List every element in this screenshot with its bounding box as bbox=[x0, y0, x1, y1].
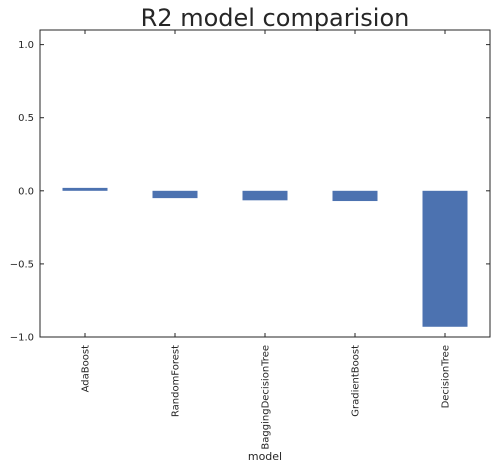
bar-adaboost bbox=[62, 187, 108, 191]
bar-decisiontree bbox=[422, 190, 468, 327]
y-axis: 1.0 0.5 0.0 −0.5 −1.0 bbox=[10, 40, 490, 344]
x-axis-label: model bbox=[248, 450, 282, 463]
bar-series bbox=[62, 187, 468, 327]
bar-randomforest bbox=[152, 190, 198, 199]
x-tick-label: RandomForest bbox=[171, 345, 182, 417]
x-tick-label: AdaBoost bbox=[81, 345, 92, 392]
y-tick-label: 1.0 bbox=[18, 40, 34, 51]
x-axis: AdaBoost RandomForest BaggingDecisionTree G… bbox=[81, 30, 452, 450]
bar-gradientboost bbox=[332, 190, 378, 202]
chart-title: R2 model comparision bbox=[141, 4, 410, 32]
x-tick-label: DecisionTree bbox=[441, 345, 452, 408]
x-tick-label: BaggingDecisionTree bbox=[261, 345, 272, 450]
y-tick-label: 0.5 bbox=[18, 113, 34, 124]
y-tick-label: −0.5 bbox=[10, 259, 34, 270]
y-tick-label: −1.0 bbox=[10, 333, 34, 344]
y-tick-label: 0.0 bbox=[18, 186, 34, 197]
bar-baggingdecisiontree bbox=[242, 190, 288, 201]
x-tick-label: GradientBoost bbox=[351, 345, 362, 417]
